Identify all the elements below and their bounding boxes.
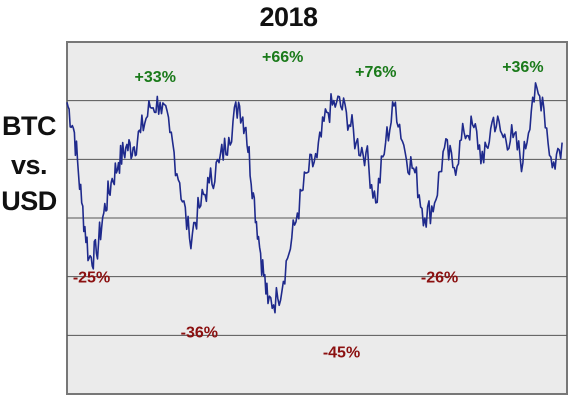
y-axis-label-line-3: USD (1, 186, 57, 216)
gain-annotation: +36% (502, 59, 543, 76)
loss-annotation: -25% (73, 269, 110, 286)
loss-annotation: -36% (181, 325, 218, 342)
y-axis-label-line-1: BTC (2, 111, 57, 141)
gain-annotation: +33% (135, 69, 176, 86)
y-axis-label-line-2: vs. (10, 150, 48, 180)
gain-annotation: +76% (355, 64, 396, 81)
loss-annotation: -26% (421, 269, 458, 286)
chart-title: 2018 (259, 2, 318, 32)
loss-annotation: -45% (323, 345, 360, 362)
btc-price-line (66, 82, 563, 314)
gain-annotation: +66% (262, 49, 303, 66)
